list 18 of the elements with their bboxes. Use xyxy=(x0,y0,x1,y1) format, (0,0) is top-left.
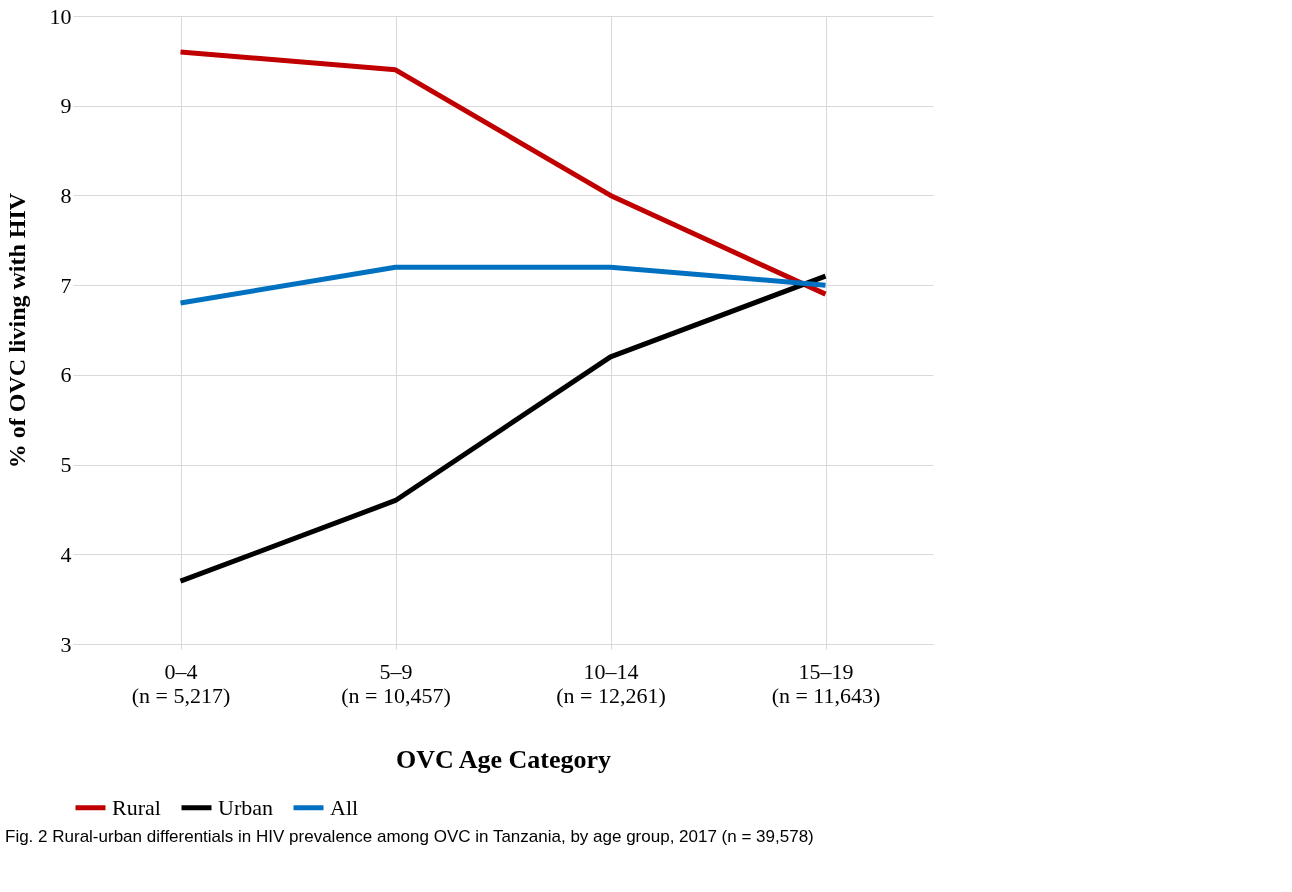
x-tick-label: 15–19 (n = 11,643) xyxy=(771,658,881,708)
legend-label: Urban xyxy=(218,794,273,820)
y-tick-label: 7 xyxy=(60,272,72,298)
legend-label: Rural xyxy=(112,794,161,820)
legend-label: All xyxy=(330,794,359,820)
caption: Fig. 2 Rural-urban differentials in HIV prevalence among OVC in Tanzania, by age group, 2017 (n = 39,578) xyxy=(5,827,814,846)
y-tick-label: 4 xyxy=(60,541,72,567)
y-tick-label: 9 xyxy=(60,93,72,119)
x-tick-label: 5–9 (n = 10,457) xyxy=(341,658,451,708)
y-tick-label: 10 xyxy=(49,3,72,29)
y-tick-label: 5 xyxy=(60,452,72,478)
y-tick-label: 3 xyxy=(60,631,72,657)
y-tick-label: 6 xyxy=(60,362,72,388)
y-axis-title: % of OVC living with HIV xyxy=(3,192,30,469)
y-tick-label: 8 xyxy=(60,182,72,208)
x-axis-title: OVC Age Category xyxy=(395,744,612,774)
x-tick-label: 0–4 (n = 5,217) xyxy=(131,658,231,708)
x-tick-label: 10–14 (n = 12,261) xyxy=(556,658,666,708)
